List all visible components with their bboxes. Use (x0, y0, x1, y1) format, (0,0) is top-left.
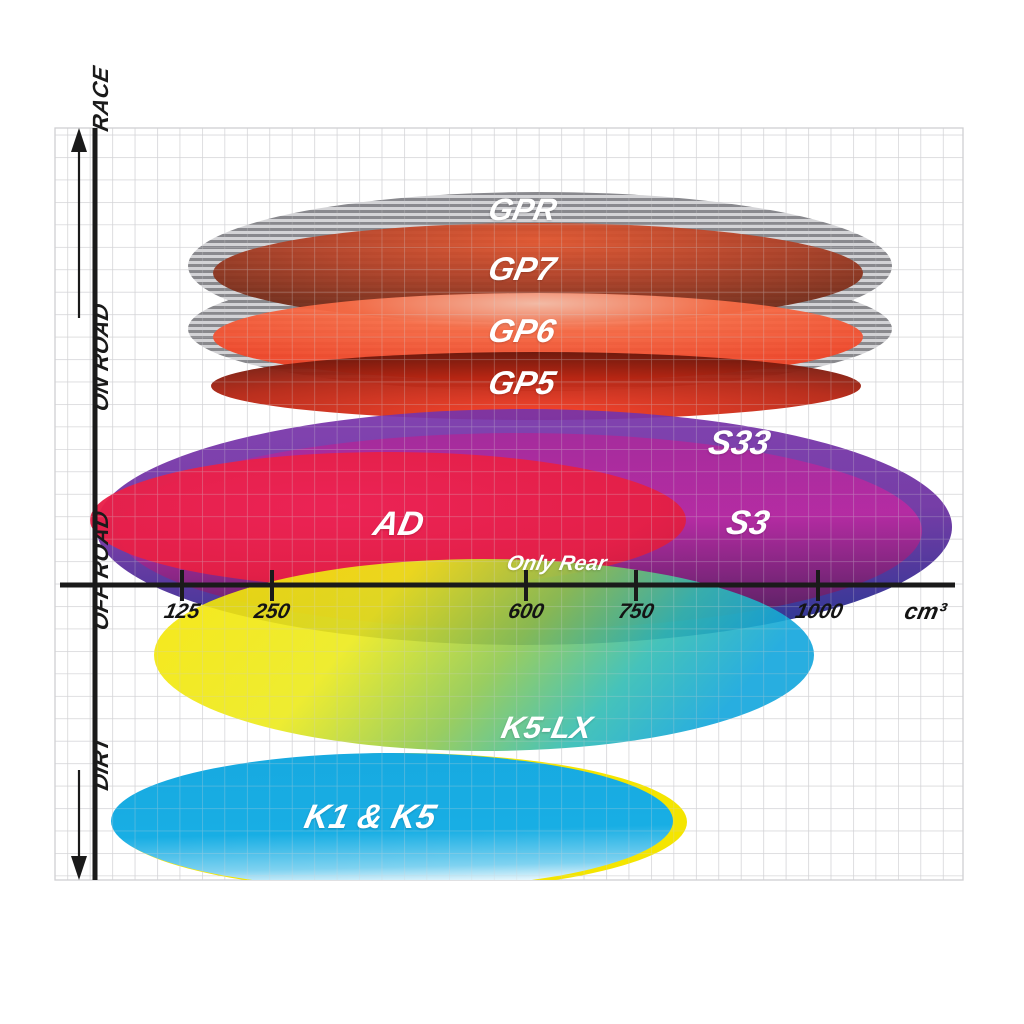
region-label-k1k5: K1 & K5 (301, 798, 440, 836)
x-tick-label-750: 750 (616, 600, 657, 623)
region-label-gpr: GPR (485, 192, 561, 227)
region-label-gp6: GP6 (485, 312, 560, 349)
region-label-s3: S3 (723, 504, 773, 542)
region-label-gp5: GP5 (485, 364, 560, 401)
x-tick-label-125: 125 (162, 600, 203, 623)
region-label-only-rear: Only Rear (504, 552, 609, 575)
x-tick-label-250: 250 (252, 600, 293, 623)
region-label-s33: S33 (705, 424, 774, 462)
region-label-k5lx: K5-LX (498, 710, 596, 745)
region-label-ad: AD (370, 505, 428, 543)
x-tick-label-600: 600 (506, 600, 547, 623)
axis-label-dirt: DIRT (88, 734, 113, 793)
axis-label-race: RACE (88, 63, 113, 134)
region-label-gp7: GP7 (485, 250, 560, 287)
axis-label-off-road: OFF ROAD (88, 508, 113, 633)
x-tick-label-1000: 1000 (793, 600, 845, 623)
axis-lines (60, 128, 955, 880)
x-axis-unit-label: cm³ (902, 598, 949, 624)
axis-label-on-road: ON ROAD (88, 300, 113, 414)
